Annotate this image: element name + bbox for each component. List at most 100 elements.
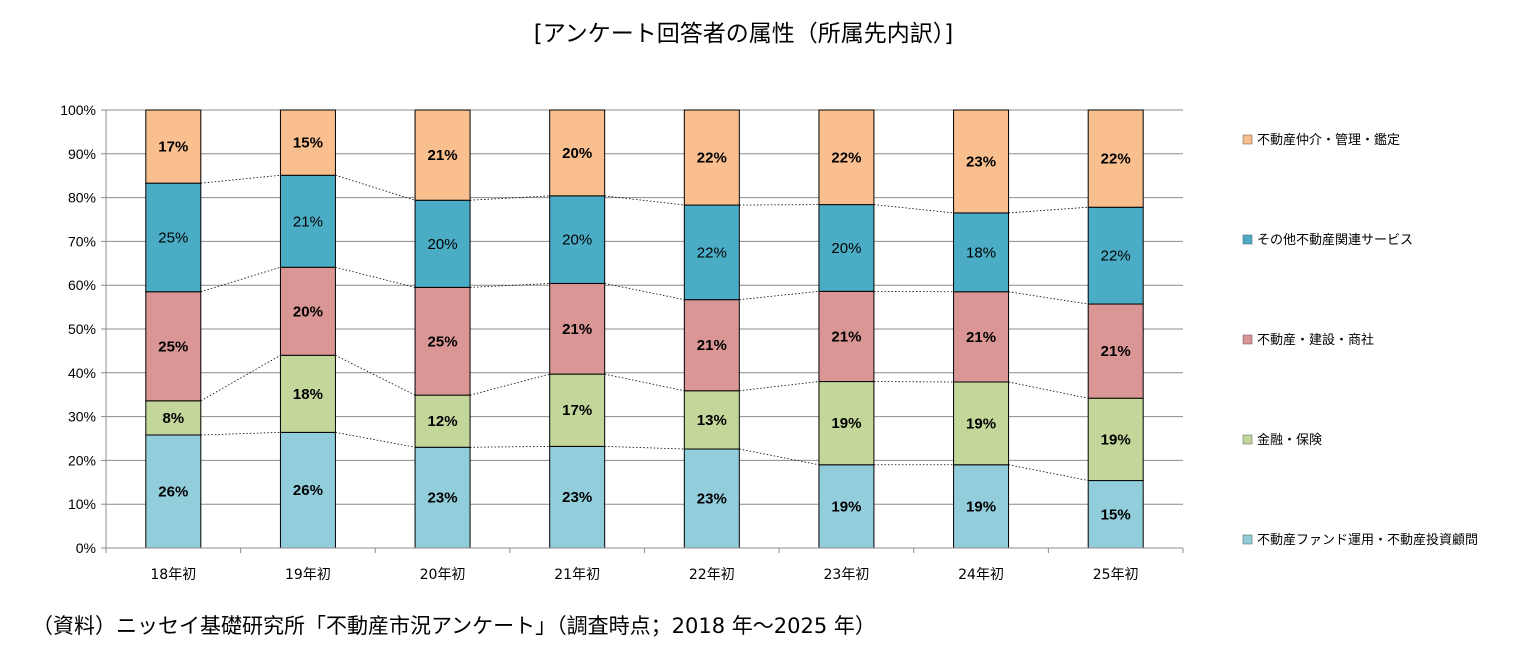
bar-segment [683, 299, 740, 392]
bar-segment [145, 291, 202, 402]
data-label: 18% [293, 386, 323, 403]
data-label: 22% [697, 244, 727, 261]
data-label: 21% [966, 329, 996, 346]
y-tick-label: 20% [68, 452, 96, 468]
x-tick-label: 18年初 [150, 566, 196, 583]
series-connector [335, 431, 416, 448]
legend-swatch [1242, 234, 1253, 245]
data-label: 21% [562, 321, 592, 338]
bar-segment [549, 109, 606, 197]
x-tick-label: 19年初 [285, 566, 331, 583]
bar-segment [683, 390, 740, 450]
series-connector [200, 174, 281, 184]
bar-segment [414, 286, 471, 396]
data-label: 17% [158, 139, 188, 156]
bar-segment [145, 434, 202, 549]
axes: 0% 10% 20% 30% 40% 50% 60% 70% 80% 90% 100% 18年初 19年… [60, 102, 1184, 583]
data-label: 19% [966, 415, 996, 432]
legend-swatch [1242, 434, 1253, 445]
series-connector [604, 283, 685, 301]
series-connector [604, 195, 685, 206]
data-label: 18% [966, 244, 996, 261]
data-label: 22% [1101, 248, 1131, 265]
data-label: 26% [158, 483, 188, 500]
series-connector-lines [200, 174, 1089, 481]
legend-swatch [1242, 534, 1253, 545]
data-label: 23% [428, 490, 458, 507]
y-tick-label: 0% [76, 540, 96, 556]
data-label: 8% [162, 410, 184, 427]
bar-segment [279, 266, 336, 356]
source-note: （資料）ニッセイ基礎研究所「不動産市況アンケート」（調査時点；2018 年～20… [32, 614, 876, 638]
series-connector [200, 431, 281, 436]
bar-segment [279, 431, 336, 549]
y-tick-label: 60% [68, 277, 96, 293]
x-tick-label: 22年初 [689, 566, 735, 583]
y-tick-label: 100% [60, 102, 96, 118]
x-tick-label: 23年初 [824, 566, 870, 583]
x-tick-label: 21年初 [554, 566, 600, 583]
bar-segment [818, 464, 875, 549]
y-tick-label: 10% [68, 496, 96, 512]
data-label: 15% [293, 135, 323, 152]
bar-segment [818, 290, 875, 383]
bar-segment [414, 109, 471, 201]
bar-segment [1087, 397, 1144, 482]
bar-segment [279, 109, 336, 176]
chart-title: [アンケート回答者の属性（所属先内訳）] [533, 21, 954, 47]
bar-segment [953, 464, 1010, 549]
series-connector [200, 266, 281, 293]
y-tick-label: 30% [68, 409, 96, 425]
bar-segment [953, 291, 1010, 383]
data-label: 19% [831, 498, 861, 515]
data-label: 20% [831, 240, 861, 257]
legend-label: 不動産仲介・管理・鑑定 [1257, 132, 1400, 148]
series-connector [1008, 464, 1089, 481]
x-tick-label: 25年初 [1093, 566, 1139, 583]
series-connector [470, 195, 550, 201]
data-label: 21% [697, 337, 727, 354]
data-label: 20% [562, 145, 592, 162]
y-tick-label: 40% [68, 365, 96, 381]
bar-segment [1087, 303, 1144, 399]
data-label: 22% [697, 150, 727, 167]
data-label: 13% [697, 412, 727, 429]
bar-segment [549, 373, 606, 447]
series-connector [335, 266, 416, 288]
bar-segment [145, 400, 202, 436]
data-label: 21% [428, 147, 458, 164]
series-connector [739, 448, 820, 466]
gridlines [106, 109, 1183, 549]
y-tick-label: 80% [68, 190, 96, 206]
bar-segment [279, 354, 336, 433]
data-label: 23% [697, 491, 727, 508]
series-connector [470, 445, 550, 448]
legend-swatch [1242, 334, 1253, 345]
data-label: 15% [1101, 506, 1131, 523]
legend-label: 金融・保険 [1257, 432, 1322, 448]
x-tick-label: 20年初 [420, 566, 466, 583]
data-label: 21% [831, 328, 861, 345]
bar-segment [279, 174, 336, 268]
data-labels: 26% 8% 25% 25% 17% 26% 18% 20% 21% 15% 23% 12% 25% 20… [158, 135, 1130, 524]
data-label: 25% [158, 229, 188, 246]
data-label: 25% [428, 333, 458, 350]
data-label: 20% [562, 232, 592, 249]
data-label: 12% [428, 413, 458, 430]
series-connector [1008, 291, 1089, 305]
bar-segment [1087, 480, 1144, 549]
data-label: 19% [966, 498, 996, 515]
y-tick-label: 50% [68, 321, 96, 337]
series-connector [604, 373, 685, 392]
y-tick-label: 70% [68, 233, 96, 249]
bar-segment [818, 381, 875, 466]
bar-segment [1087, 206, 1144, 305]
data-label: 22% [1101, 151, 1131, 168]
series-connector [470, 283, 550, 288]
data-label: 26% [293, 482, 323, 499]
series-connector [335, 174, 416, 201]
series-connector [200, 354, 281, 402]
series-connector [469, 373, 550, 396]
data-label: 20% [293, 303, 323, 320]
data-label: 23% [562, 489, 592, 506]
